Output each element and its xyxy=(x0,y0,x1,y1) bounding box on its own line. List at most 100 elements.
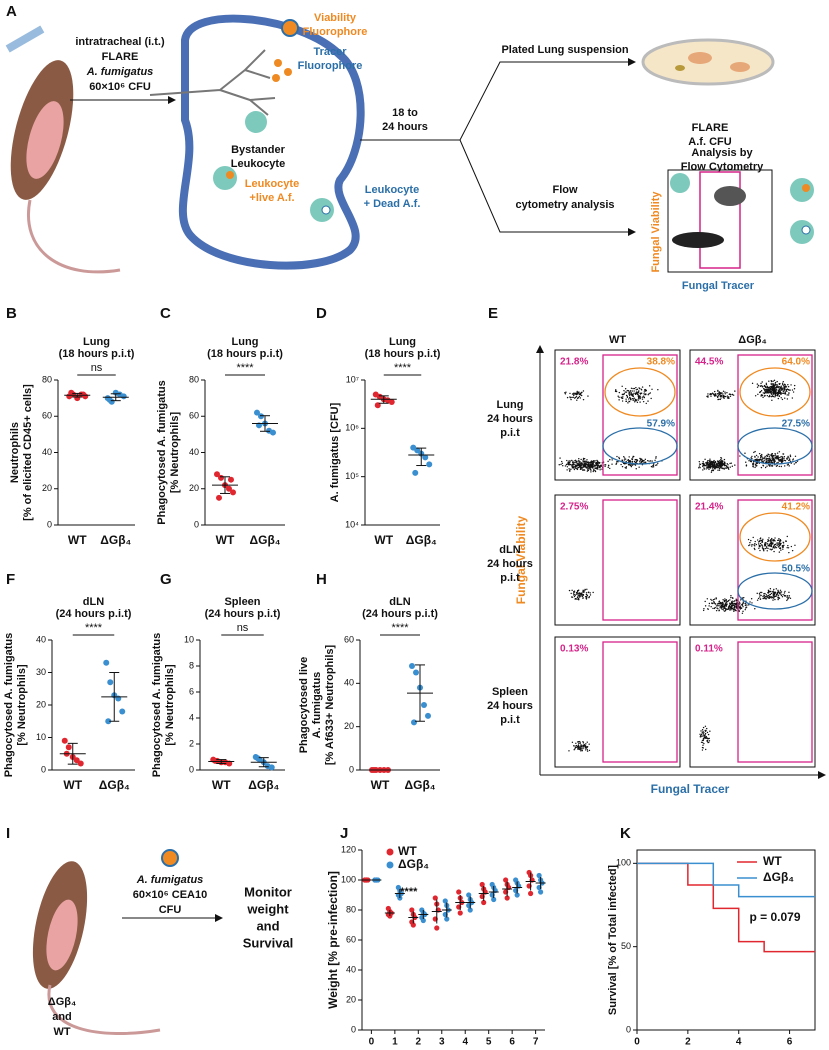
group: WT xyxy=(53,1026,70,1038)
event-dot xyxy=(784,590,786,593)
event-dot xyxy=(775,593,778,596)
event-dot xyxy=(771,457,773,460)
event-dot xyxy=(712,607,714,610)
y-tick-label: 10⁶ xyxy=(345,423,359,433)
airway xyxy=(149,49,276,116)
event-dot xyxy=(579,593,581,595)
event-dot xyxy=(713,390,716,393)
event-dot xyxy=(568,460,570,462)
event-dot xyxy=(699,466,701,469)
event-dot xyxy=(767,389,769,391)
strain: A. fumigatus xyxy=(86,66,154,78)
event-dot xyxy=(713,393,715,396)
event-dot xyxy=(597,468,599,470)
event-dot xyxy=(592,591,594,594)
event-dot xyxy=(780,392,782,395)
event-dot xyxy=(560,460,563,463)
event-dot xyxy=(626,395,629,397)
event-dot xyxy=(713,467,715,469)
event-dot xyxy=(754,456,756,458)
x-tick-label: WT xyxy=(63,778,82,792)
data-point xyxy=(425,712,431,719)
event-dot xyxy=(776,380,778,383)
data-point xyxy=(442,898,448,904)
x-tick-label: ΔGβ₄ xyxy=(249,533,280,547)
y-axis-label: [% Neutrophils] xyxy=(164,664,176,746)
event-dot xyxy=(733,600,735,603)
event-dot xyxy=(761,541,764,543)
event-dot xyxy=(713,459,715,462)
event-dot xyxy=(767,459,770,461)
event-dot xyxy=(706,731,709,734)
y-tick-label: 10 xyxy=(184,634,194,644)
event-dot xyxy=(714,603,717,605)
data-point xyxy=(466,892,472,898)
event-dot xyxy=(588,749,591,752)
event-dot xyxy=(611,463,613,465)
event-dot xyxy=(585,743,587,745)
event-dot xyxy=(642,460,644,462)
event-dot xyxy=(734,607,736,609)
event-dot xyxy=(772,392,774,394)
event-dot xyxy=(720,397,722,399)
event-dot xyxy=(777,539,780,541)
event-dot xyxy=(649,392,652,394)
event-dot xyxy=(721,464,724,467)
data-point xyxy=(413,669,419,676)
event-dot xyxy=(729,462,731,465)
gate-percent: 41.2% xyxy=(782,502,810,513)
event-dot xyxy=(625,400,627,403)
event-dot xyxy=(764,598,767,600)
event-dot xyxy=(564,465,567,467)
event-dot xyxy=(761,385,763,387)
event-dot xyxy=(780,397,782,399)
event-dot xyxy=(786,595,789,597)
event-dot xyxy=(760,466,763,469)
data-point xyxy=(65,744,72,751)
y-tick-label: 60 xyxy=(346,934,356,944)
event-dot xyxy=(706,461,708,463)
event-dot xyxy=(710,598,712,601)
event-dot xyxy=(783,388,786,390)
event-dot xyxy=(759,591,761,594)
event-dot xyxy=(780,591,783,593)
dose: CFU xyxy=(159,904,182,916)
event-dot xyxy=(624,458,627,460)
event-dot xyxy=(580,458,582,461)
event-dot xyxy=(751,602,753,604)
schematic-a: intratracheal (i.t.) FLARE A. fumigatus … xyxy=(5,12,814,292)
event-dot xyxy=(704,732,707,735)
event-dot xyxy=(571,741,574,743)
chart-subtitle: (24 hours p.i.t) xyxy=(205,608,281,620)
data-point xyxy=(434,925,440,931)
event-dot xyxy=(650,465,653,468)
event-dot xyxy=(621,385,623,387)
event-dot xyxy=(756,599,759,601)
event-dot xyxy=(575,593,578,595)
gate-dead xyxy=(602,427,678,465)
event-dot xyxy=(744,608,746,611)
event-dot xyxy=(733,610,735,613)
event-dot xyxy=(727,466,729,469)
event-dot xyxy=(599,464,602,467)
event-dot xyxy=(779,544,781,547)
event-dot xyxy=(585,593,588,596)
fungus xyxy=(274,59,282,67)
pipette xyxy=(5,25,45,53)
event-dot xyxy=(564,393,567,395)
event-dot xyxy=(729,395,732,397)
event-dot xyxy=(703,462,705,465)
event-dot xyxy=(769,548,771,550)
event-dot xyxy=(786,394,788,396)
y-tick-label: 60 xyxy=(42,411,52,421)
event-dot xyxy=(704,725,707,727)
y-axis-label: Weight [% pre-infection] xyxy=(326,871,340,1009)
event-dot xyxy=(784,460,787,462)
event-dot xyxy=(582,466,585,468)
data-point xyxy=(514,892,520,898)
gate xyxy=(737,641,813,763)
event-dot xyxy=(566,396,569,399)
x-tick-label: 0 xyxy=(634,1037,640,1048)
event-dot xyxy=(770,590,772,593)
data-point xyxy=(426,461,433,468)
